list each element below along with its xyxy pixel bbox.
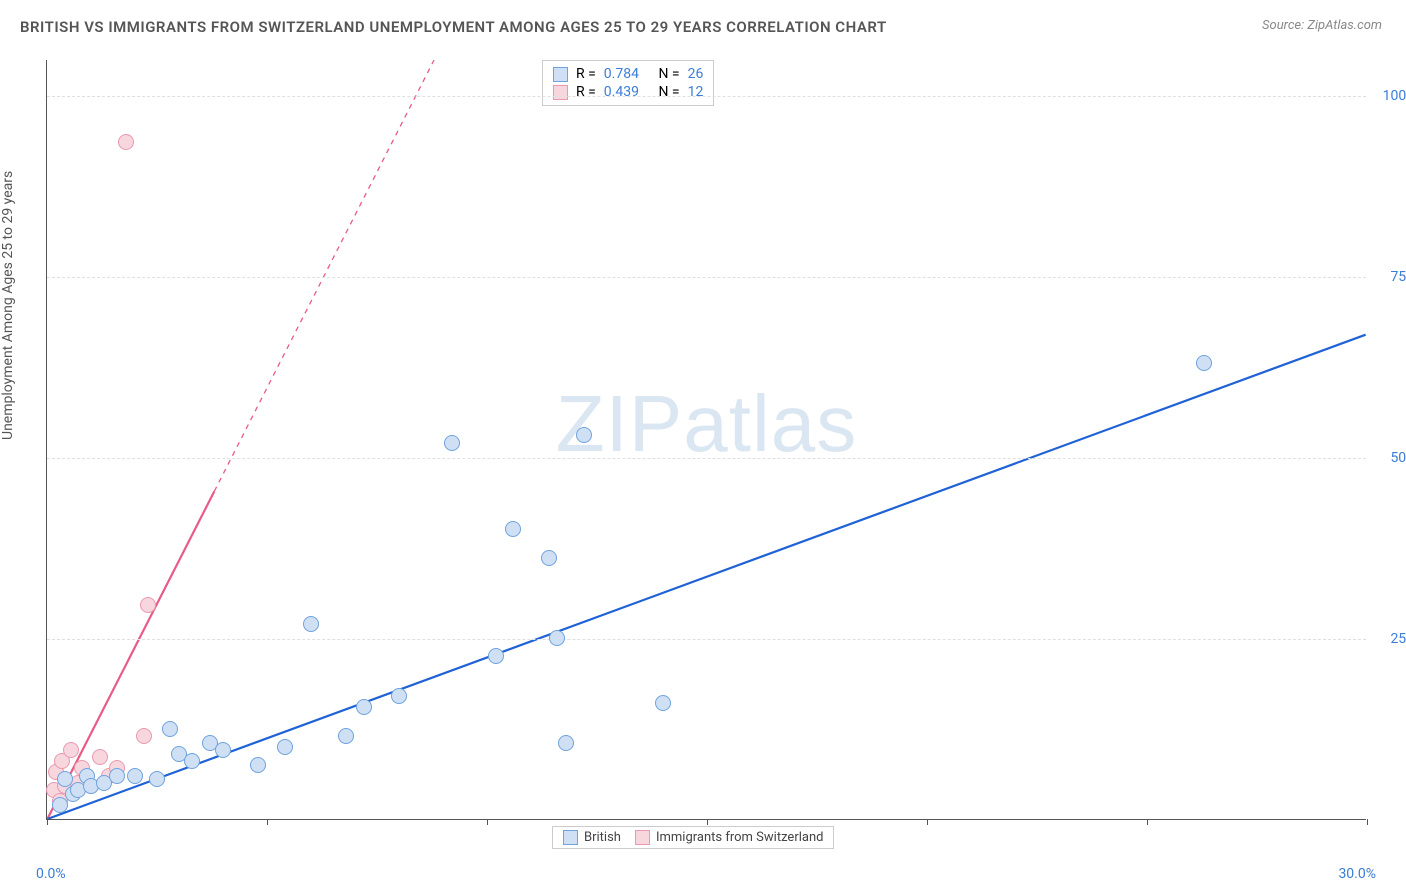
data-point-british [488, 648, 504, 664]
y-tick-label: 50.0% [1372, 450, 1406, 466]
grid-line [47, 277, 1366, 278]
data-point-swiss [118, 134, 134, 150]
x-axis-max-label: 30.0% [1338, 866, 1376, 882]
data-point-british [109, 768, 125, 784]
stats-row-swiss: R = 0.439 N = 12 [553, 83, 703, 101]
data-point-british [549, 630, 565, 646]
plot-area: ZIPatlas R = 0.784 N = 26 R = 0.439 N = … [46, 60, 1366, 820]
data-point-british [184, 753, 200, 769]
stat-n-label: N = [658, 84, 679, 100]
stats-legend-box: R = 0.784 N = 26 R = 0.439 N = 12 [542, 60, 714, 106]
grid-line [47, 639, 1366, 640]
data-point-british [444, 435, 460, 451]
swatch-swiss [553, 85, 568, 100]
data-point-british [162, 721, 178, 737]
swatch-swiss [635, 830, 650, 845]
watermark-text: ZIPatlas [556, 378, 857, 470]
y-tick-label: 25.0% [1372, 631, 1406, 647]
stat-r-value: 0.784 [604, 66, 639, 82]
series-legend: British Immigrants from Switzerland [552, 826, 834, 849]
x-axis-min-label: 0.0% [36, 866, 66, 882]
chart-title: BRITISH VS IMMIGRANTS FROM SWITZERLAND U… [20, 18, 887, 36]
data-point-british [303, 616, 319, 632]
data-point-british [338, 728, 354, 744]
data-point-british [558, 735, 574, 751]
x-tick [1367, 819, 1368, 825]
data-point-british [52, 797, 68, 813]
stat-r-value: 0.439 [604, 84, 639, 100]
data-point-british [391, 688, 407, 704]
data-point-british [541, 550, 557, 566]
y-axis-label: Unemployment Among Ages 25 to 29 years [0, 171, 16, 440]
stat-n-value: 12 [688, 84, 704, 100]
swatch-british [553, 67, 568, 82]
grid-line [47, 96, 1366, 97]
x-tick [1147, 819, 1148, 825]
swatch-british [563, 830, 578, 845]
trend-lines-layer [47, 60, 1366, 819]
y-tick-label: 75.0% [1372, 269, 1406, 285]
data-point-british [215, 742, 231, 758]
stats-row-british: R = 0.784 N = 26 [553, 65, 703, 83]
y-tick-label: 100.0% [1372, 88, 1406, 104]
data-point-british [277, 739, 293, 755]
x-tick [267, 819, 268, 825]
data-point-british [655, 695, 671, 711]
stat-r-label: R = [576, 84, 596, 100]
data-point-british [1196, 355, 1212, 371]
x-tick [487, 819, 488, 825]
legend-label-swiss: Immigrants from Switzerland [656, 830, 824, 845]
grid-line [47, 458, 1366, 459]
x-tick [707, 819, 708, 825]
data-point-british [250, 757, 266, 773]
stat-r-label: R = [576, 66, 596, 82]
stat-n-label: N = [658, 66, 679, 82]
legend-label-british: British [584, 830, 621, 845]
source-attribution: Source: ZipAtlas.com [1262, 18, 1382, 33]
data-point-british [127, 768, 143, 784]
legend-item-swiss: Immigrants from Switzerland [635, 830, 824, 845]
data-point-swiss [140, 597, 156, 613]
x-tick [927, 819, 928, 825]
data-point-swiss [136, 728, 152, 744]
data-point-british [149, 771, 165, 787]
data-point-swiss [63, 742, 79, 758]
legend-item-british: British [563, 830, 621, 845]
stat-n-value: 26 [688, 66, 704, 82]
data-point-swiss [92, 749, 108, 765]
data-point-british [576, 427, 592, 443]
data-point-british [505, 521, 521, 537]
x-tick [47, 819, 48, 825]
data-point-british [356, 699, 372, 715]
